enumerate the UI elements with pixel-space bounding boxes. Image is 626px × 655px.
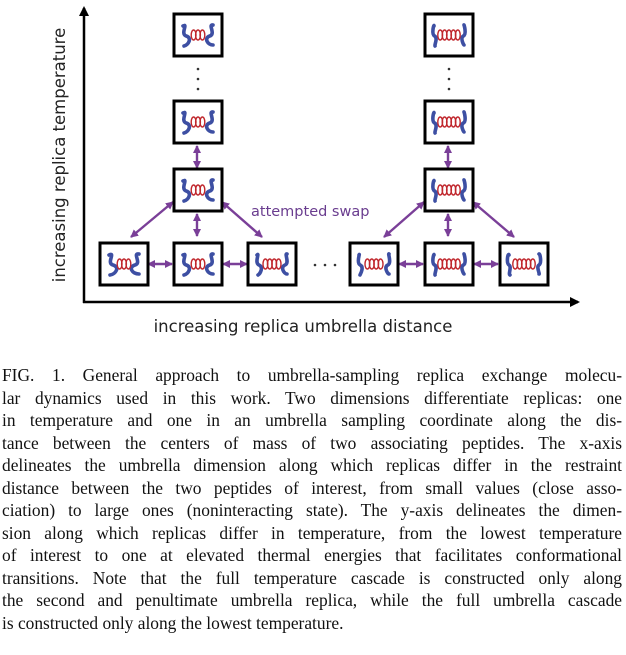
helix-icon [190,184,206,196]
swap-arrows [130,145,515,268]
replica-exchange-diagram: increasing replica temperature increasin… [50,6,580,336]
figure-caption: FIG. 1. General approach to umbrella-sam… [2,364,622,635]
helix-icon [437,184,461,196]
peptide-pair-icon [181,110,215,135]
helix-icon [437,29,461,41]
helix-icon [190,116,206,128]
attempted-swap-label: attempted swap [251,204,369,220]
caption-line: FIG. 1. General approach to umbrella-sam… [2,365,622,385]
replica-box [423,99,475,145]
vertical-ellipsis-right [447,67,451,91]
caption-line: the second and penultimate umbrella repl… [2,590,622,611]
replica-box [348,241,400,287]
replica-box [423,167,475,213]
helix-icon [190,29,206,41]
helix-icon [116,258,132,270]
helix-icon [437,116,461,128]
helix-icon [437,258,461,270]
vertical-ellipsis-left [196,67,200,91]
peptide-pair-icon [431,110,467,135]
peptide-pair-icon [107,252,141,277]
caption-line: tance between the centers of mass of two… [2,432,622,453]
caption-line: lar dynamics used in this work. Two dime… [2,387,622,408]
caption-line: of interest to one at elevated thermal e… [2,545,622,566]
replica-box [246,241,298,287]
replica-box [172,12,224,58]
peptide-pair-icon [181,23,215,48]
peptide-pair-icon [431,178,467,203]
peptide-pair-icon [356,252,392,277]
swap-arrow [472,201,515,238]
swap-arrow [221,201,263,238]
replica-box [172,241,224,287]
replica-boxes [98,12,550,287]
y-axis-label: increasing replica temperature [50,28,69,283]
replica-box [98,241,150,287]
caption-line: is constructed only along the lowest tem… [2,613,344,634]
peptide-pair-icon [431,23,467,48]
replica-box [423,241,475,287]
caption-line: transitions. Note that the full temperat… [2,567,622,588]
peptide-pair-icon [431,252,467,277]
horizontal-ellipsis [313,263,337,267]
helix-icon [262,258,282,270]
caption-line: in temperature and one in an umbrella sa… [2,410,622,431]
caption-line: delineates the umbrella dimension along … [2,455,622,476]
helix-icon [364,258,384,270]
caption-line: ciation) to large ones (noninteracting s… [2,500,622,521]
caption-line: sion along which replicas differ in temp… [2,522,622,543]
x-axis-label: increasing replica umbrella distance [154,317,453,336]
swap-arrow [130,201,174,238]
peptide-pair-icon [255,252,289,277]
replica-box [423,12,475,58]
peptide-pair-icon [181,178,215,203]
replica-box [498,241,550,287]
swap-arrow [383,201,425,238]
replica-box [172,167,224,213]
replica-box [172,99,224,145]
peptide-pair-icon [181,252,215,277]
helix-icon [190,258,206,270]
caption-line: distance between the two peptides of int… [2,477,622,498]
helix-icon [512,258,536,270]
